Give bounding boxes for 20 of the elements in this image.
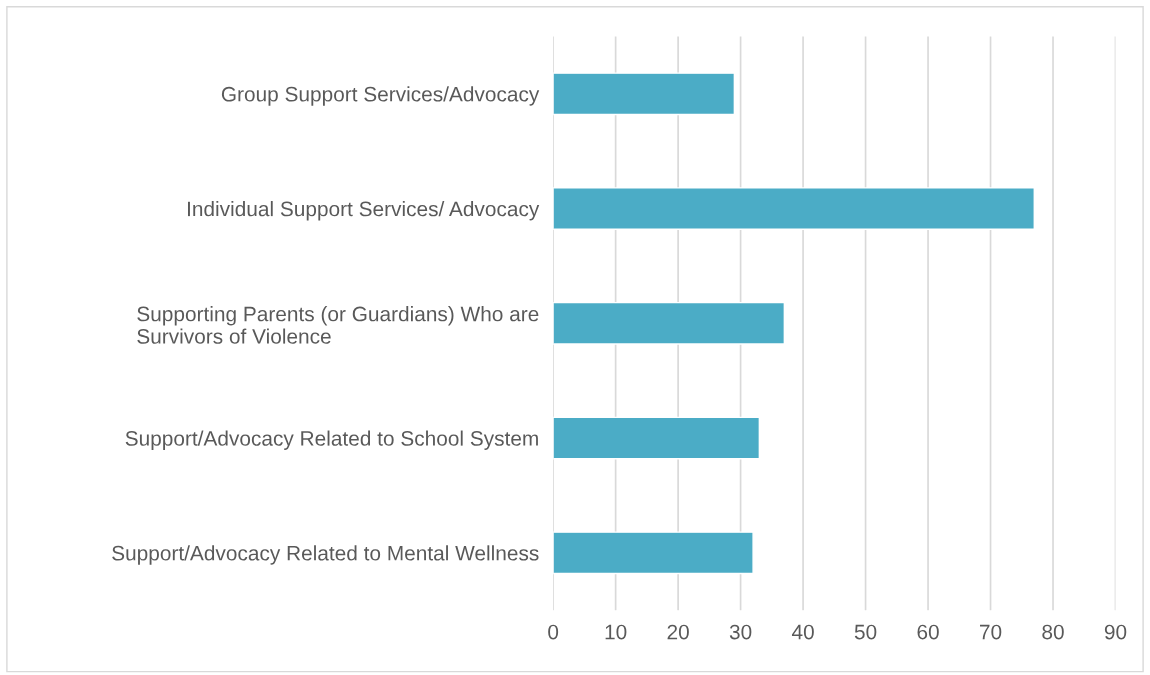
x-tick-label: 30 [729, 624, 752, 640]
x-tick-label: 0 [548, 624, 559, 640]
x-tick-label: 10 [605, 624, 627, 640]
bar [553, 301, 786, 345]
x-tick-label: 20 [667, 624, 689, 640]
y-tick-label: Support/Advocacy Related to Mental Wellness [112, 545, 539, 565]
y-tick-label: Group Support Services/Advocacy [221, 86, 540, 106]
bar [553, 531, 754, 575]
x-tick-label: 40 [791, 624, 814, 640]
x-tick-label: 70 [980, 624, 1002, 640]
x-tick-label: 50 [854, 624, 877, 640]
y-tick-label: Supporting Parents (or Guardians) Who are Survivors of Violence [137, 306, 539, 344]
y-tick-label: Support/Advocacy Related to School System [125, 430, 538, 450]
bar [553, 416, 761, 460]
bar [553, 72, 736, 116]
x-tick-label: 90 [1104, 624, 1127, 640]
y-tick-label: Individual Support Services/ Advocacy [188, 201, 540, 221]
x-tick-label: 60 [917, 624, 939, 640]
x-tick-label: 80 [1042, 624, 1064, 640]
bar [553, 187, 1035, 230]
